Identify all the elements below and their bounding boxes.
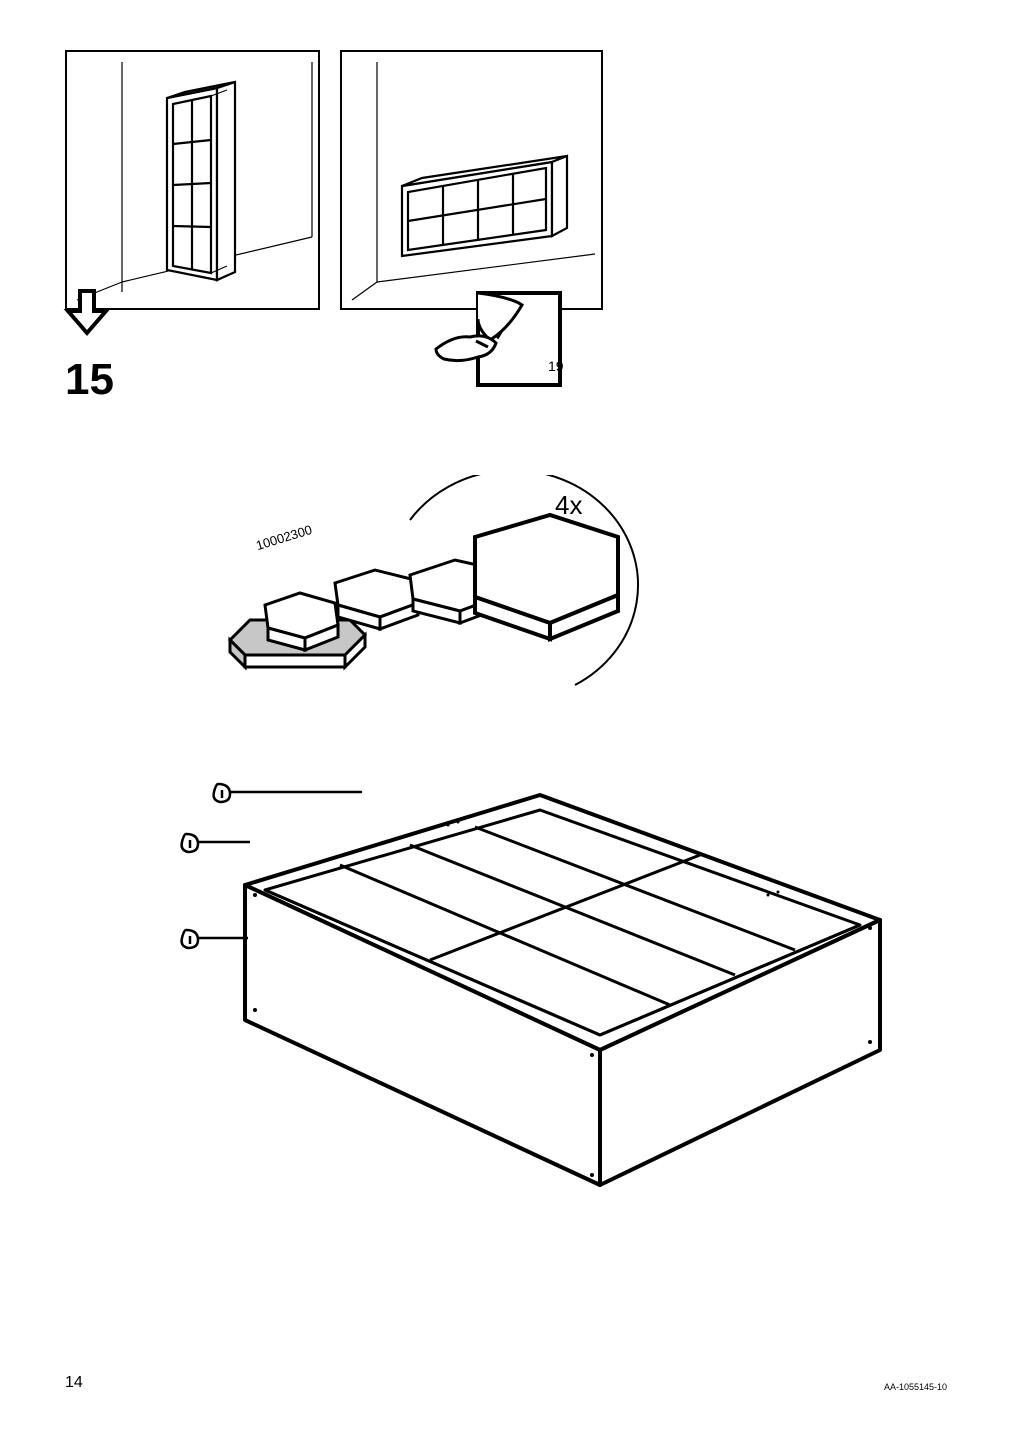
see-page-badge [430,285,565,395]
vertical-shelf-illustration [67,52,322,312]
hardware-detail: 10002300 4x [210,475,710,705]
page-number: 14 [65,1374,83,1392]
vertical-orientation-panel [65,50,320,310]
orientation-panels-row [65,50,947,310]
step-number: 15 [65,355,114,405]
quantity-label: 4x [555,490,582,521]
see-page-number: 19 [548,358,564,374]
main-assembly-illustration [140,770,895,1200]
instruction-page: 15 19 [0,0,1012,1432]
document-id: AA-1055145-10 [884,1382,947,1392]
horizontal-orientation-panel [340,50,603,310]
horizontal-shelf-illustration [342,52,605,312]
continue-down-arrow-icon [62,285,112,340]
